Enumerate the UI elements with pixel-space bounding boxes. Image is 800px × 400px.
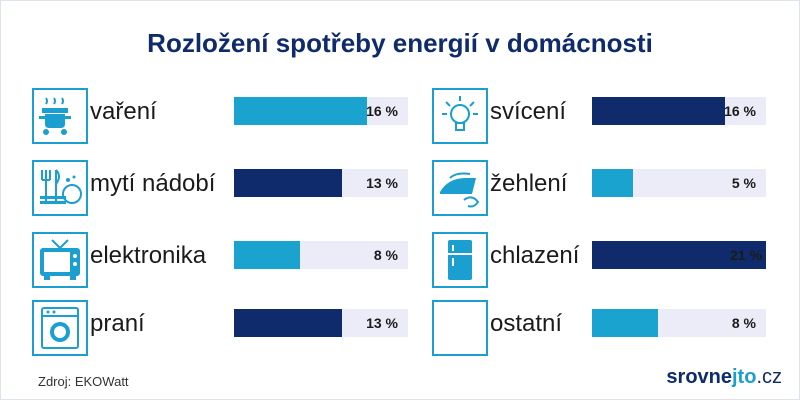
iron-icon xyxy=(432,160,488,216)
bar xyxy=(234,309,342,337)
bar-track: 5 % xyxy=(592,169,766,197)
category-label: mytí nádobí xyxy=(90,170,216,197)
fridge-icon xyxy=(432,232,488,288)
brand-main: srovne xyxy=(666,366,732,388)
brand-logo: srovnejto.cz xyxy=(666,366,782,389)
category-label: svícení xyxy=(490,98,567,125)
category-label: vaření xyxy=(90,98,157,125)
value-label: 21 % xyxy=(730,247,762,263)
bar-track: 8 % xyxy=(234,241,408,269)
category-row: ostatní 8 % xyxy=(432,300,792,360)
bar-track: 8 % xyxy=(592,309,766,337)
brand-suffix: .cz xyxy=(756,366,782,388)
bar xyxy=(592,97,725,125)
chart-title: Rozložení spotřeby energií v domácnosti xyxy=(147,28,653,58)
category-row: vaření 16 % xyxy=(32,88,408,148)
tv-icon xyxy=(32,232,88,288)
value-label: 13 % xyxy=(366,315,398,331)
bar xyxy=(592,309,658,337)
category-label: ostatní xyxy=(490,310,563,337)
category-row: mytí nádobí 13 % xyxy=(32,160,408,220)
dishes-icon xyxy=(32,160,88,216)
value-label: 13 % xyxy=(366,175,398,191)
bar xyxy=(234,169,342,197)
bar-track: 13 % xyxy=(234,169,408,197)
bar xyxy=(592,169,633,197)
category-label: praní xyxy=(90,310,145,337)
category-row: svícení 16 % xyxy=(432,88,792,148)
category-row: praní 13 % xyxy=(32,300,408,360)
washing-machine-icon xyxy=(32,300,88,356)
bar xyxy=(592,241,766,269)
value-label: 16 % xyxy=(366,103,398,119)
cooking-pot-icon xyxy=(32,88,88,144)
value-label: 16 % xyxy=(724,103,756,119)
category-label: chlazení xyxy=(490,242,580,269)
bar-track: 13 % xyxy=(234,309,408,337)
bar xyxy=(234,241,300,269)
source-note: Zdroj: EKOWatt xyxy=(38,374,129,389)
bar-track: 16 % xyxy=(592,97,766,125)
brand-accent: jto xyxy=(732,366,757,388)
light-bulb-icon xyxy=(432,88,488,144)
value-label: 8 % xyxy=(731,315,756,331)
category-row: žehlení 5 % xyxy=(432,160,792,220)
category-label: žehlení xyxy=(490,170,568,197)
value-label: 5 % xyxy=(731,175,756,191)
category-label: elektronika xyxy=(90,242,207,269)
category-row: elektronika 8 % xyxy=(32,232,408,292)
value-label: 8 % xyxy=(373,247,398,263)
category-row: chlazení 21 % xyxy=(432,232,792,292)
blank-icon xyxy=(432,300,488,356)
bar-track: 21 % xyxy=(592,241,766,269)
bar xyxy=(234,97,367,125)
bar-track: 16 % xyxy=(234,97,408,125)
